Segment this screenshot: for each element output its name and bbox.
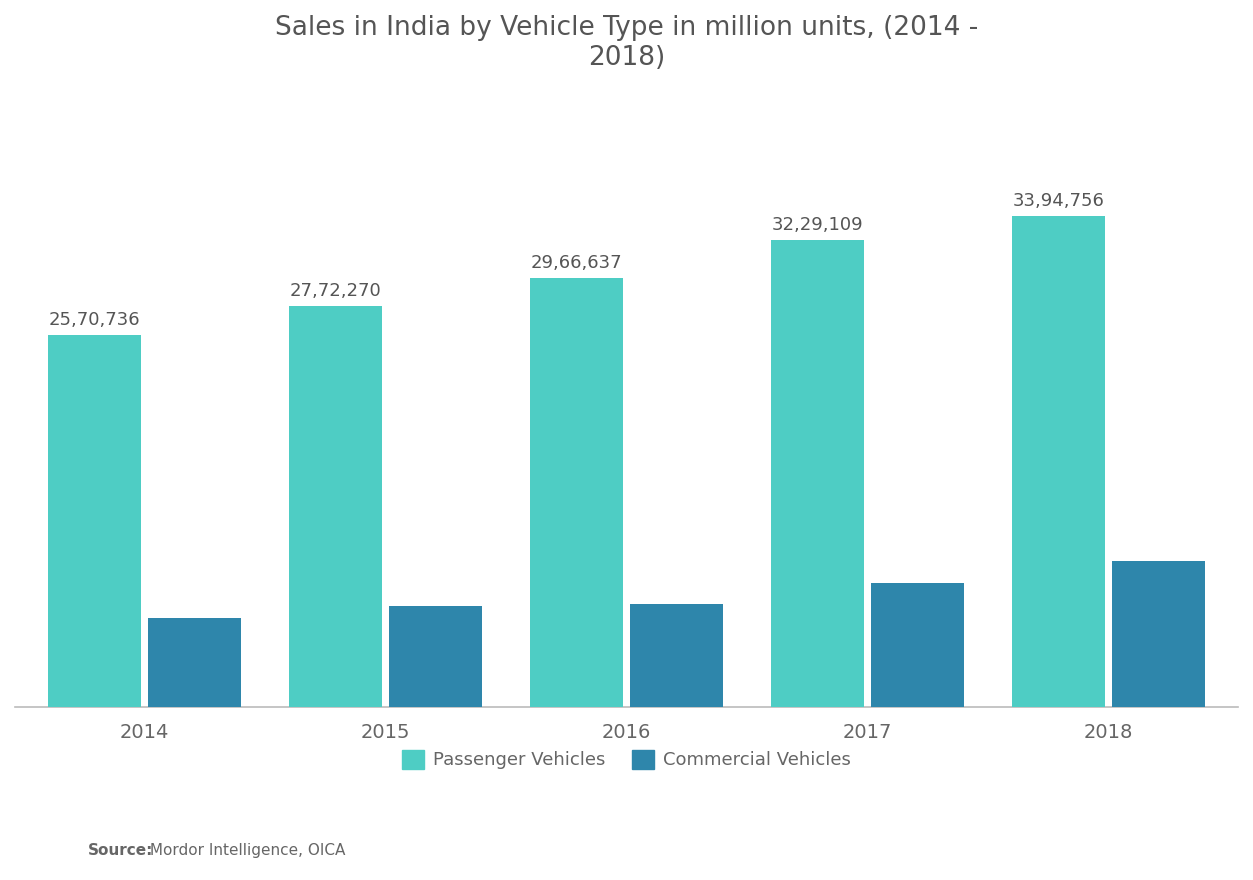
Title: Sales in India by Vehicle Type in million units, (2014 -
2018): Sales in India by Vehicle Type in millio… <box>274 15 979 71</box>
Bar <box>771 240 863 707</box>
Text: 29,66,637: 29,66,637 <box>531 254 623 272</box>
Text: Mordor Intelligence, OICA: Mordor Intelligence, OICA <box>145 843 346 858</box>
Bar <box>148 618 241 707</box>
Text: 33,94,756: 33,94,756 <box>1012 193 1104 210</box>
Text: 32,29,109: 32,29,109 <box>772 216 863 234</box>
Bar <box>530 278 623 707</box>
Bar <box>49 335 142 707</box>
Legend: Passenger Vehicles, Commercial Vehicles: Passenger Vehicles, Commercial Vehicles <box>395 743 858 777</box>
Bar <box>1012 216 1105 707</box>
Bar <box>630 604 723 707</box>
Text: Source:: Source: <box>88 843 153 858</box>
Text: 27,72,270: 27,72,270 <box>289 282 381 300</box>
Bar <box>289 306 382 707</box>
Bar <box>390 606 482 707</box>
Bar <box>1111 561 1204 707</box>
Bar <box>871 583 964 707</box>
Text: 25,70,736: 25,70,736 <box>49 312 140 329</box>
